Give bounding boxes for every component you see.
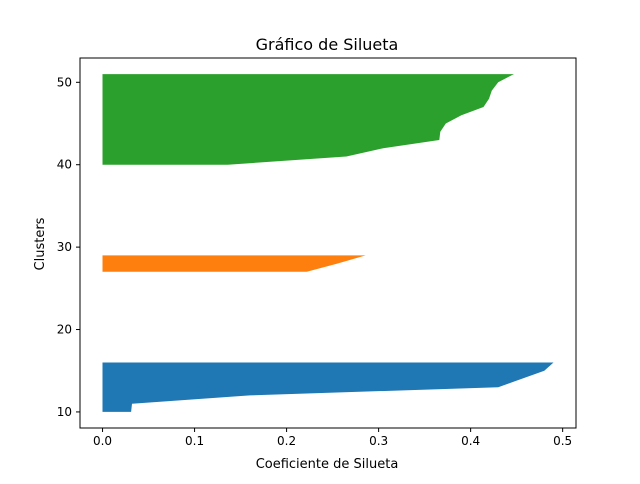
axes-frame xyxy=(79,57,577,429)
x-tick-label: 0.2 xyxy=(277,434,296,448)
y-tick-label: 40 xyxy=(57,158,72,172)
x-tick-label: 0.5 xyxy=(553,434,572,448)
y-axis-label: Clusters xyxy=(33,217,48,270)
y-tick-label: 10 xyxy=(57,405,72,419)
silhouette-area-1 xyxy=(102,362,554,412)
x-axis-ticks: 0.0 0.1 0.2 0.3 0.4 0.5 xyxy=(93,428,572,448)
chart-title: Gráfico de Silueta xyxy=(256,35,399,54)
silhouette-area-3 xyxy=(102,74,514,165)
x-tick-label: 0.1 xyxy=(185,434,204,448)
x-tick-label: 0.4 xyxy=(461,434,480,448)
plot-areas xyxy=(102,74,554,412)
silhouette-area-2 xyxy=(102,255,366,272)
y-tick-label: 20 xyxy=(57,323,72,337)
y-tick-label: 50 xyxy=(57,75,72,89)
x-tick-label: 0.0 xyxy=(93,434,112,448)
x-tick-label: 0.3 xyxy=(369,434,388,448)
x-axis-label: Coeficiente de Silueta xyxy=(256,457,399,472)
y-tick-label: 30 xyxy=(57,240,72,254)
y-axis-ticks: 10 20 30 40 50 xyxy=(57,75,80,419)
